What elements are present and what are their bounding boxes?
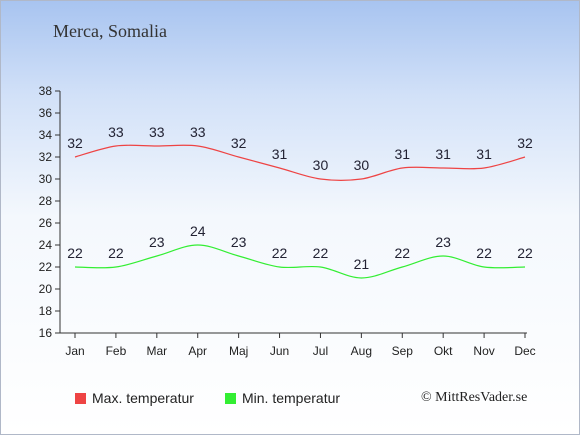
x-tick-label: Okt — [434, 344, 453, 358]
data-label-max: 31 — [272, 146, 288, 162]
legend-swatch-min — [225, 393, 236, 404]
y-tick-label: 24 — [39, 238, 53, 252]
y-tick-label: 36 — [39, 106, 53, 120]
y-tick-label: 20 — [39, 282, 53, 296]
x-tick-label: Maj — [229, 344, 248, 358]
data-label-max: 33 — [108, 124, 124, 140]
data-label-min: 22 — [108, 245, 124, 261]
credit-text: © MittResVader.se — [421, 390, 528, 405]
data-label-min: 23 — [149, 234, 165, 250]
data-label-max: 30 — [354, 157, 370, 173]
legend-label-max: Max. temperatur — [92, 390, 194, 406]
x-tick-label: Jun — [270, 344, 289, 358]
data-label-max: 32 — [517, 135, 533, 151]
data-label-min: 23 — [231, 234, 247, 250]
x-tick-label: Nov — [473, 344, 494, 358]
data-label-min: 23 — [435, 234, 451, 250]
legend-label-min: Min. temperatur — [242, 390, 341, 406]
data-label-max: 32 — [231, 135, 247, 151]
data-label-max: 33 — [149, 124, 165, 140]
data-label-min: 22 — [394, 245, 410, 261]
y-tick-label: 16 — [39, 326, 53, 340]
y-tick-label: 28 — [39, 194, 53, 208]
y-tick-label: 26 — [39, 216, 53, 230]
x-tick-label: Jan — [65, 344, 84, 358]
y-tick-label: 32 — [39, 150, 53, 164]
legend-item-min: Min. temperatur — [225, 390, 340, 406]
data-label-max: 33 — [190, 124, 206, 140]
series-line-min — [74, 244, 526, 279]
legend-swatch-max — [75, 393, 86, 404]
x-tick-label: Mar — [146, 344, 167, 358]
x-tick-label: Apr — [188, 344, 207, 358]
y-tick-label: 38 — [39, 84, 53, 98]
series-line-max — [74, 144, 526, 181]
data-label-max: 32 — [67, 135, 83, 151]
x-tick-label: Jul — [313, 344, 328, 358]
data-label-min: 22 — [476, 245, 492, 261]
x-tick-label: Dec — [514, 344, 535, 358]
data-label-min: 21 — [354, 256, 370, 272]
x-tick-label: Sep — [392, 344, 414, 358]
data-label-min: 22 — [272, 245, 288, 261]
y-tick-label: 22 — [39, 260, 53, 274]
data-label-min: 22 — [517, 245, 533, 261]
y-tick-label: 34 — [39, 128, 53, 142]
data-label-max: 30 — [313, 157, 329, 173]
data-label-min: 24 — [190, 223, 206, 239]
data-label-min: 22 — [313, 245, 329, 261]
data-label-max: 31 — [435, 146, 451, 162]
y-tick-label: 18 — [39, 304, 53, 318]
legend-item-max: Max. temperatur — [75, 390, 194, 406]
x-tick-label: Feb — [106, 344, 127, 358]
x-tick-label: Aug — [351, 344, 372, 358]
data-label-min: 22 — [67, 245, 83, 261]
chart-title: Merca, Somalia — [53, 21, 167, 41]
y-tick-label: 30 — [39, 172, 53, 186]
data-label-max: 31 — [394, 146, 410, 162]
data-label-max: 31 — [476, 146, 492, 162]
